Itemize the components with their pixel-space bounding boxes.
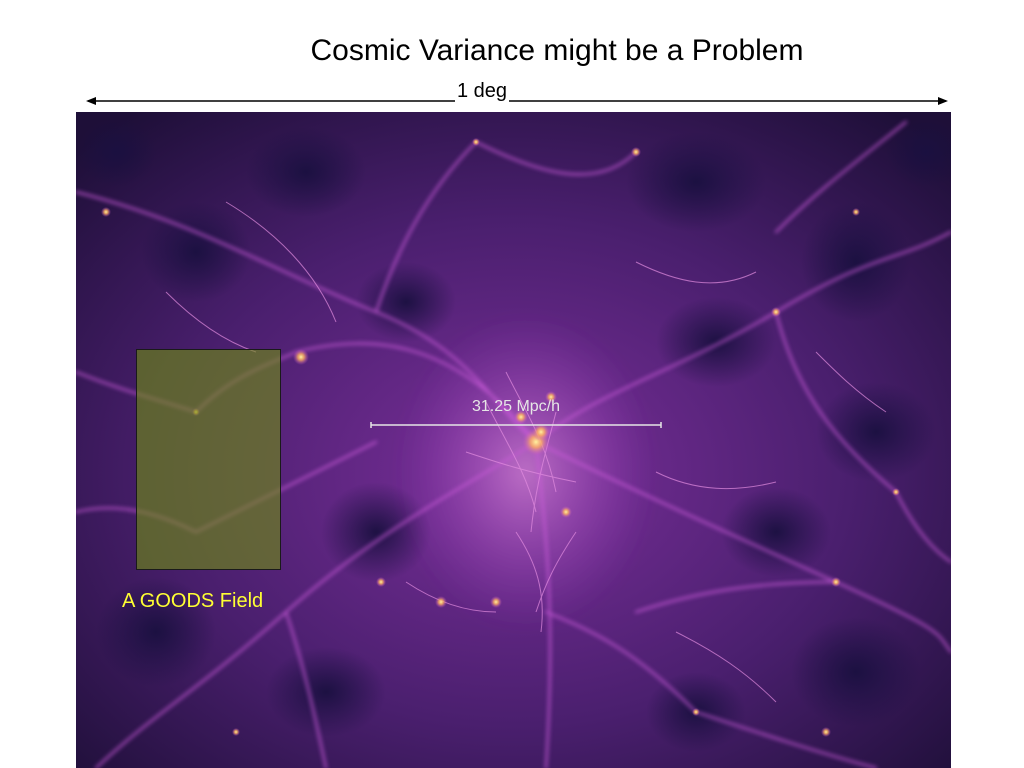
comoving-scale-bar: 31.25 Mpc/h [370,398,662,428]
slide-title: Cosmic Variance might be a Problem [310,34,804,67]
comoving-scale-label: 31.25 Mpc/h [471,398,561,415]
goods-field-box [136,349,281,570]
cosmic-web-simulation-image: 31.25 Mpc/h A GOODS Field [76,112,951,768]
goods-field-label: A GOODS Field [122,590,264,612]
one-degree-arrow [86,97,948,105]
scale-bar-line [370,422,662,428]
one-degree-label: 1 deg [455,80,510,103]
cosmic-web-icon [76,112,951,768]
